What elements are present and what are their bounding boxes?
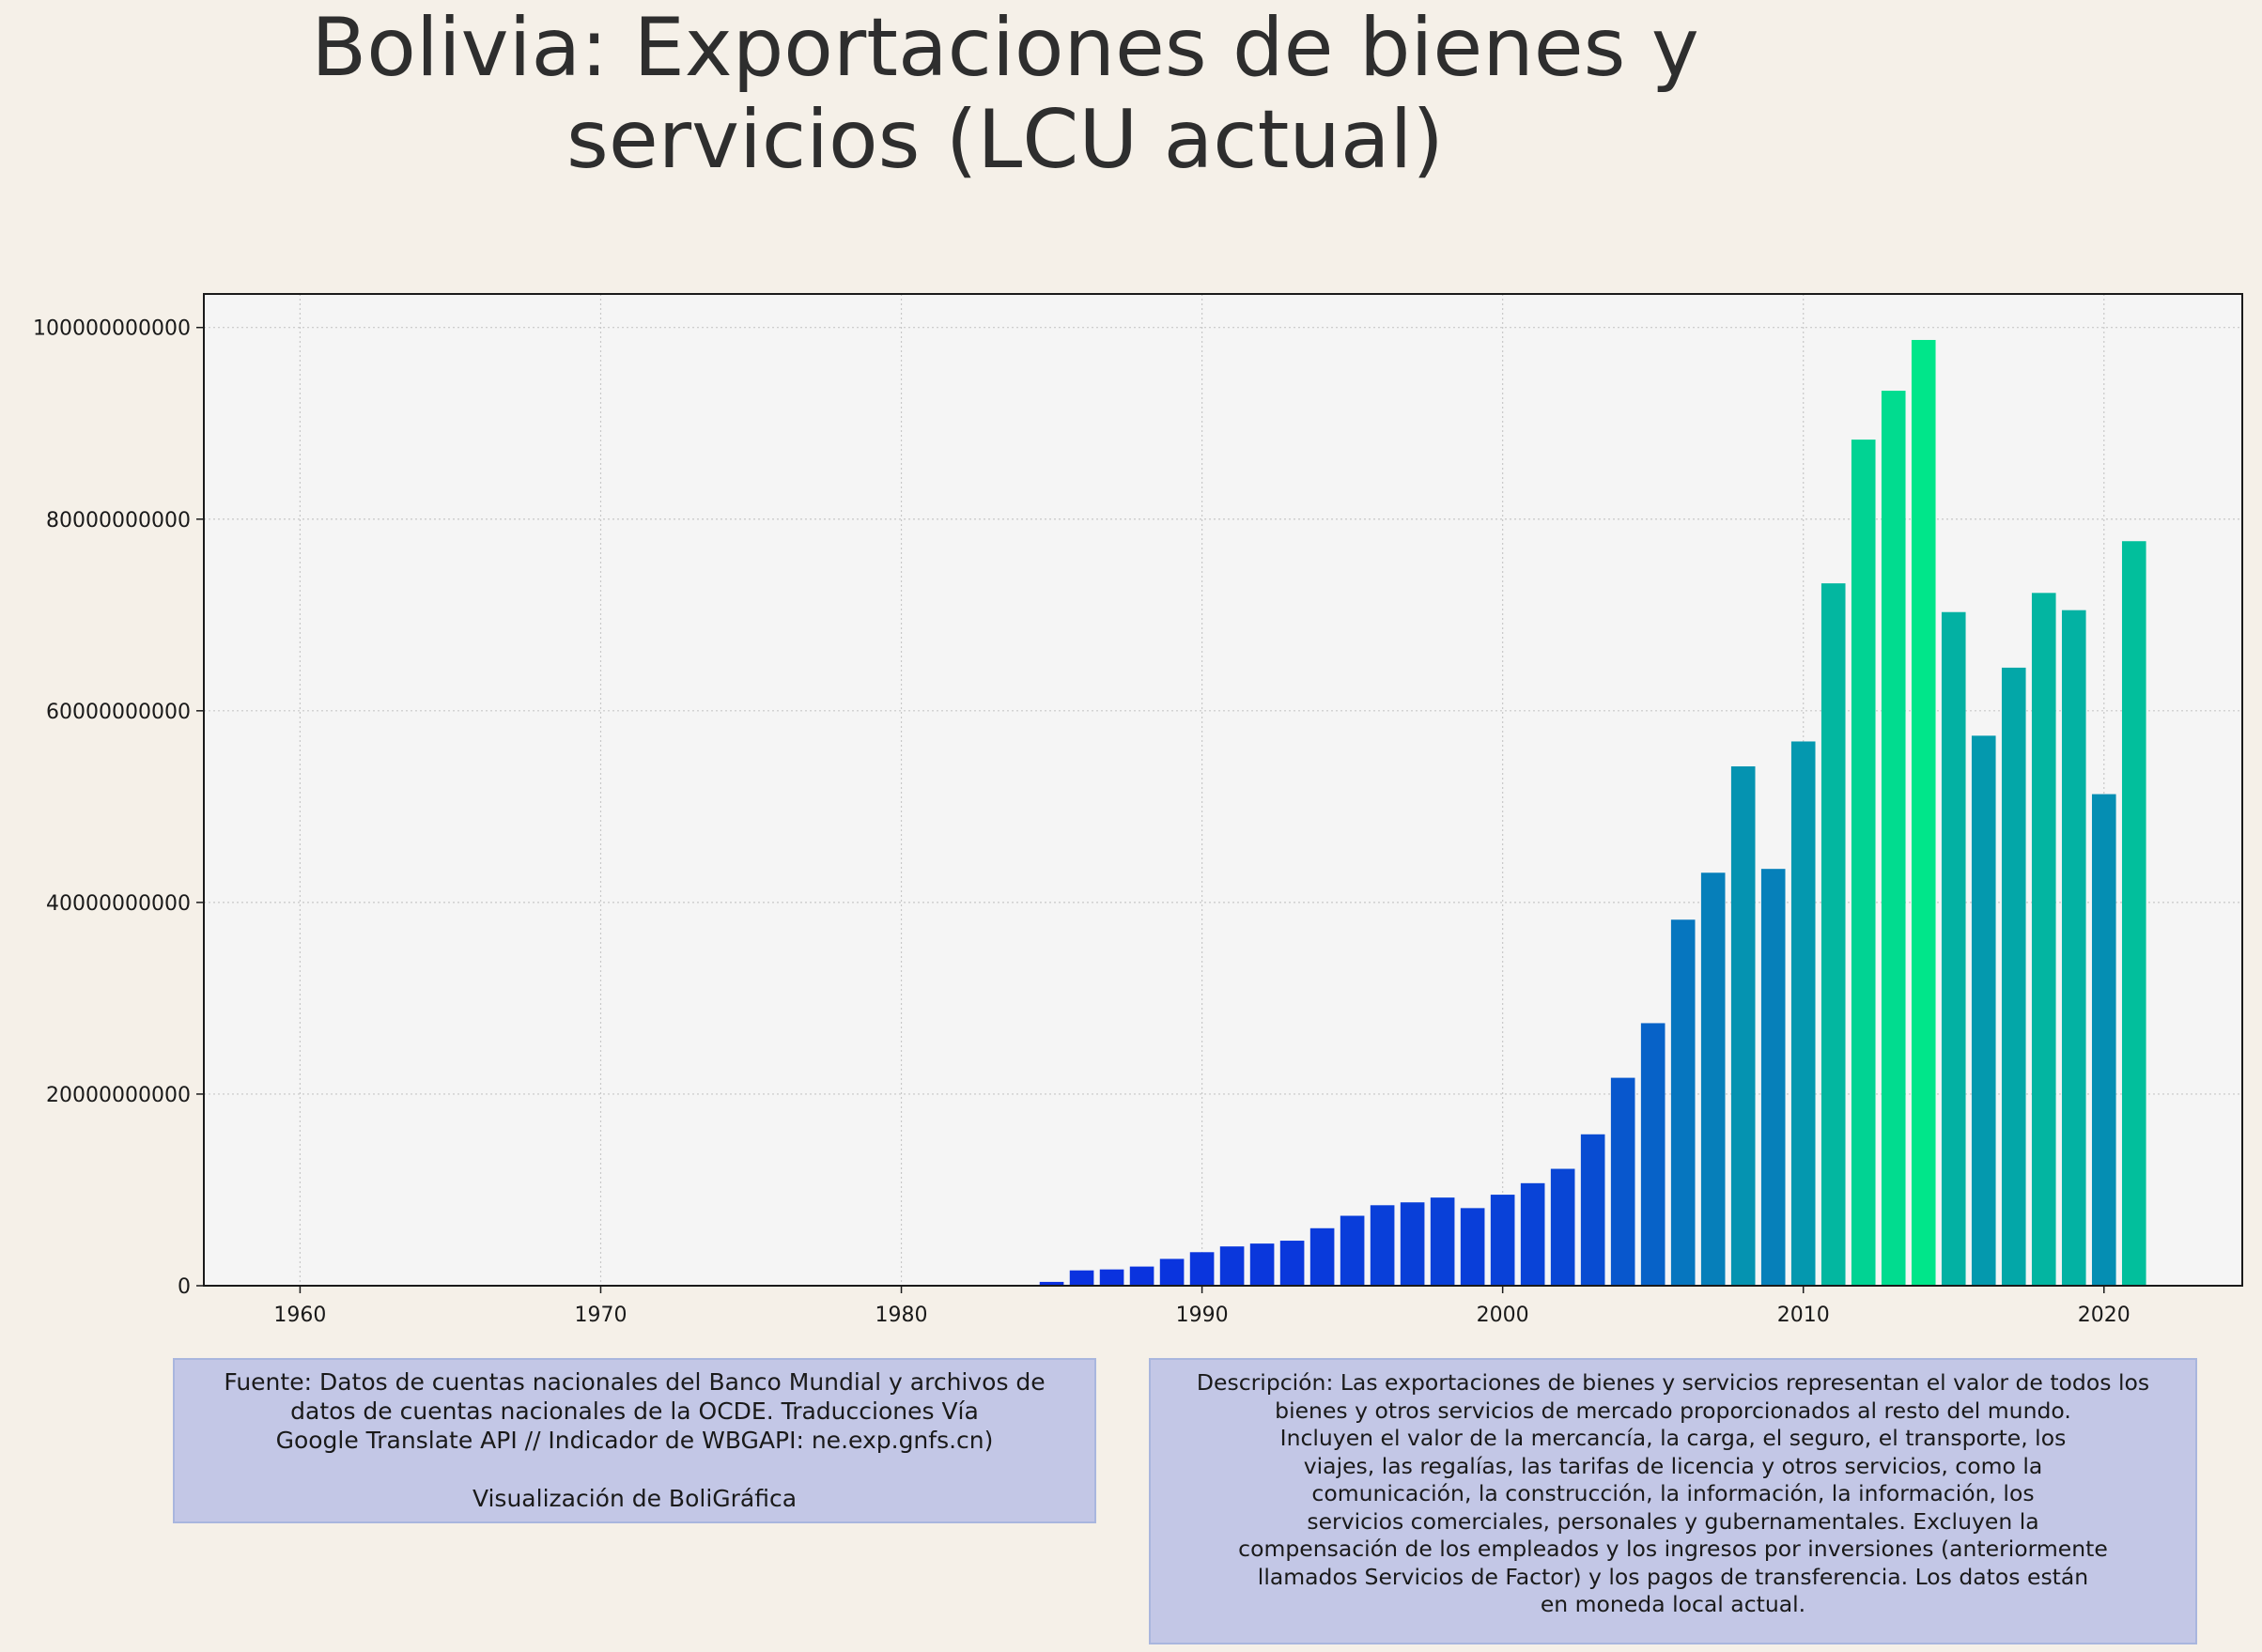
bar-1994 — [1309, 1227, 1335, 1286]
y-tick-label: 80000000000 — [46, 509, 191, 533]
bar-2013 — [1881, 391, 1906, 1286]
x-tick-label: 2010 — [1777, 1304, 1830, 1327]
bar-2017 — [2001, 667, 2026, 1286]
bars — [287, 339, 2146, 1287]
bar-2001 — [1520, 1182, 1545, 1286]
bar-2020 — [2091, 794, 2116, 1286]
bar-1985 — [1039, 1281, 1064, 1286]
bar-2002 — [1550, 1168, 1575, 1286]
x-tick-label: 2000 — [1477, 1304, 1529, 1327]
bar-2003 — [1580, 1134, 1605, 1286]
source-note: Fuente: Datos de cuentas nacionales del … — [173, 1358, 1096, 1523]
plot-frame — [203, 293, 2243, 1287]
bar-2010 — [1790, 741, 1816, 1286]
bar-1999 — [1460, 1208, 1485, 1286]
bar-2004 — [1610, 1077, 1635, 1286]
bar-2015 — [1941, 611, 1966, 1286]
bar-1987 — [1099, 1269, 1124, 1286]
y-tick-label: 40000000000 — [46, 892, 191, 916]
bar-1996 — [1370, 1205, 1395, 1286]
bar-2006 — [1670, 919, 1696, 1286]
y-tick-label: 20000000000 — [46, 1084, 191, 1107]
x-tick-label: 1970 — [574, 1304, 627, 1327]
bar-1993 — [1279, 1241, 1305, 1286]
x-tick-label: 1980 — [875, 1304, 928, 1327]
bar-1989 — [1159, 1258, 1185, 1286]
bar-2021 — [2121, 541, 2146, 1286]
bar-2018 — [2031, 593, 2056, 1286]
bar-2014 — [1911, 339, 1936, 1287]
bar-1990 — [1189, 1252, 1215, 1286]
bar-2000 — [1490, 1195, 1515, 1286]
y-tick-label: 0 — [178, 1275, 191, 1299]
bar-2008 — [1730, 766, 1756, 1286]
axis-ticks: 1960 1970 1980 1990 2000 2010 2020 0 20000000000… — [33, 317, 2130, 1327]
bar-1995 — [1340, 1215, 1365, 1286]
chart-title: Bolivia: Exportaciones de bienes y servi… — [311, 1, 1699, 187]
x-tick-label: 1990 — [1176, 1304, 1229, 1327]
bar-2005 — [1640, 1023, 1666, 1286]
bar-1997 — [1400, 1202, 1425, 1286]
bar-2011 — [1820, 583, 1846, 1286]
bar-2016 — [1971, 735, 1996, 1286]
bar-1991 — [1219, 1246, 1245, 1286]
bar-1988 — [1129, 1266, 1154, 1286]
y-tick-label: 100000000000 — [33, 317, 191, 341]
description-note: Descripción: Las exportaciones de bienes… — [1149, 1358, 2197, 1644]
bar-chart: 1960 1970 1980 1990 2000 2010 2020 0 20000000000… — [33, 293, 2243, 1327]
x-tick-label: 2020 — [2078, 1304, 2130, 1327]
bar-1992 — [1249, 1243, 1275, 1286]
y-tick-label: 60000000000 — [46, 701, 191, 724]
bar-2019 — [2061, 610, 2086, 1286]
x-tick-label: 1960 — [273, 1304, 326, 1327]
bar-2009 — [1760, 869, 1786, 1286]
bar-1986 — [1069, 1270, 1094, 1286]
bar-1998 — [1430, 1197, 1455, 1286]
bar-2012 — [1851, 440, 1876, 1286]
plot-area — [204, 294, 2242, 1286]
bar-2007 — [1700, 872, 1726, 1286]
